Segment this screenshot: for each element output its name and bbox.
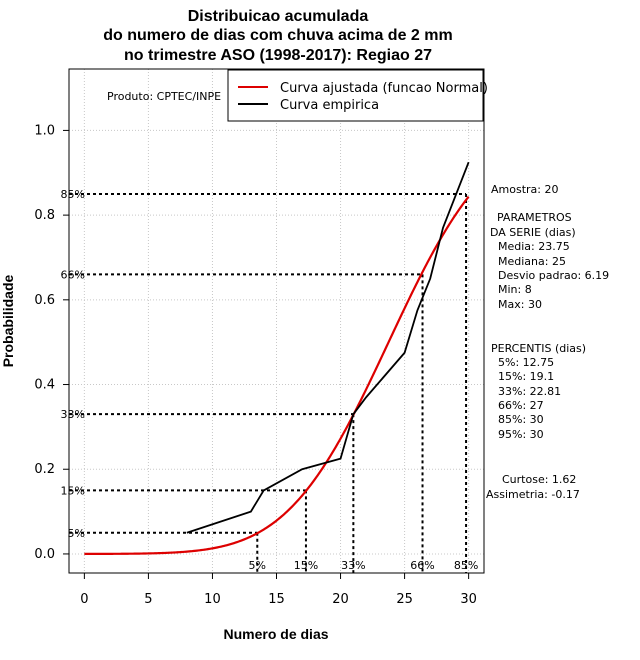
title-line-3: no trimestre ASO (1998-2017): Regiao 27: [124, 47, 432, 64]
y-tick-label: 0.6: [34, 293, 55, 308]
skewness: Assimetria: -0.17: [486, 488, 580, 501]
kurtosis: Curtose: 1.62: [502, 473, 576, 486]
percentile-reference-lines: [69, 192, 468, 573]
percentile-y-label: 66%: [61, 268, 85, 281]
x-tick-label: 15: [268, 592, 285, 607]
side-statistics: Amostra: 20 PARAMETROS DA SERIE (dias) M…: [486, 183, 609, 501]
percentile-y-label: 15%: [61, 484, 85, 497]
x-tick-label: 10: [204, 592, 221, 607]
percentile-95: 95%: 30: [498, 428, 544, 441]
grid-lines: [69, 69, 484, 573]
y-tick-label: 0.0: [34, 547, 55, 562]
x-tick-label: 20: [332, 592, 349, 607]
fitted-normal-cdf-line: [84, 195, 470, 556]
percentile-33: 33%: 22.81: [498, 385, 561, 398]
data-series: [84, 161, 470, 556]
param-max: Max: 30: [498, 298, 542, 311]
x-axis-label: Numero de dias: [223, 626, 328, 642]
percentile-x-label: 5%: [249, 559, 266, 572]
percentiles-title: PERCENTIS (dias): [491, 342, 586, 355]
y-tick-label: 0.8: [34, 208, 55, 223]
percentile-x-label: 66%: [410, 559, 434, 572]
title-line-2: do numero de dias com chuva acima de 2 m…: [103, 27, 452, 44]
x-tick-label: 30: [460, 592, 477, 607]
param-sd: Desvio padrao: 6.19: [498, 269, 609, 282]
title-line-1: Distribuicao acumulada: [188, 8, 369, 25]
y-axis-label: Probabilidade: [0, 275, 16, 368]
percentile-85: 85%: 30: [498, 413, 544, 426]
percentile-y-label: 33%: [61, 408, 85, 421]
percentile-15: 15%: 19.1: [498, 370, 554, 383]
percentile-x-label: 85%: [454, 559, 478, 572]
param-mean: Media: 23.75: [498, 240, 570, 253]
percentile-x-label: 15%: [294, 559, 318, 572]
params-title-2: DA SERIE (dias): [490, 226, 576, 239]
y-tick-label: 1.0: [34, 123, 55, 138]
percentile-y-label: 85%: [61, 188, 85, 201]
producer-label: Produto: CPTEC/INPE: [107, 90, 221, 103]
percentile-5: 5%: 12.75: [498, 356, 554, 369]
legend: Curva ajustada (funcao Normal) Curva emp…: [227, 69, 488, 122]
x-tick-label: 25: [396, 592, 413, 607]
x-tick-label: 0: [80, 592, 88, 607]
sample-size: Amostra: 20: [491, 183, 558, 196]
chart-title: Distribuicao acumulada do numero de dias…: [103, 8, 452, 64]
param-median: Mediana: 25: [498, 255, 566, 268]
x-tick-label: 5: [144, 592, 152, 607]
percentile-y-label: 5%: [68, 527, 85, 540]
legend-label-fitted: Curva ajustada (funcao Normal): [280, 81, 488, 96]
y-tick-label: 0.4: [34, 378, 55, 393]
legend-label-empirical: Curva empirica: [280, 98, 379, 113]
y-tick-label: 0.2: [34, 462, 55, 477]
params-title-1: PARAMETROS: [497, 211, 572, 224]
axes: 0 5 10 15 20 25 30 0.0 0.2 0.4 0.6 0.8 1.0: [34, 123, 477, 607]
percentile-66: 66%: 27: [498, 399, 544, 412]
percentile-labels: 5% 5% 15% 15% 33% 33% 66% 66% 85% 85%: [61, 188, 479, 572]
param-min: Min: 8: [498, 283, 532, 296]
empirical-cdf-line: [186, 161, 470, 534]
percentile-x-label: 33%: [341, 559, 365, 572]
legend-box: [227, 69, 484, 122]
